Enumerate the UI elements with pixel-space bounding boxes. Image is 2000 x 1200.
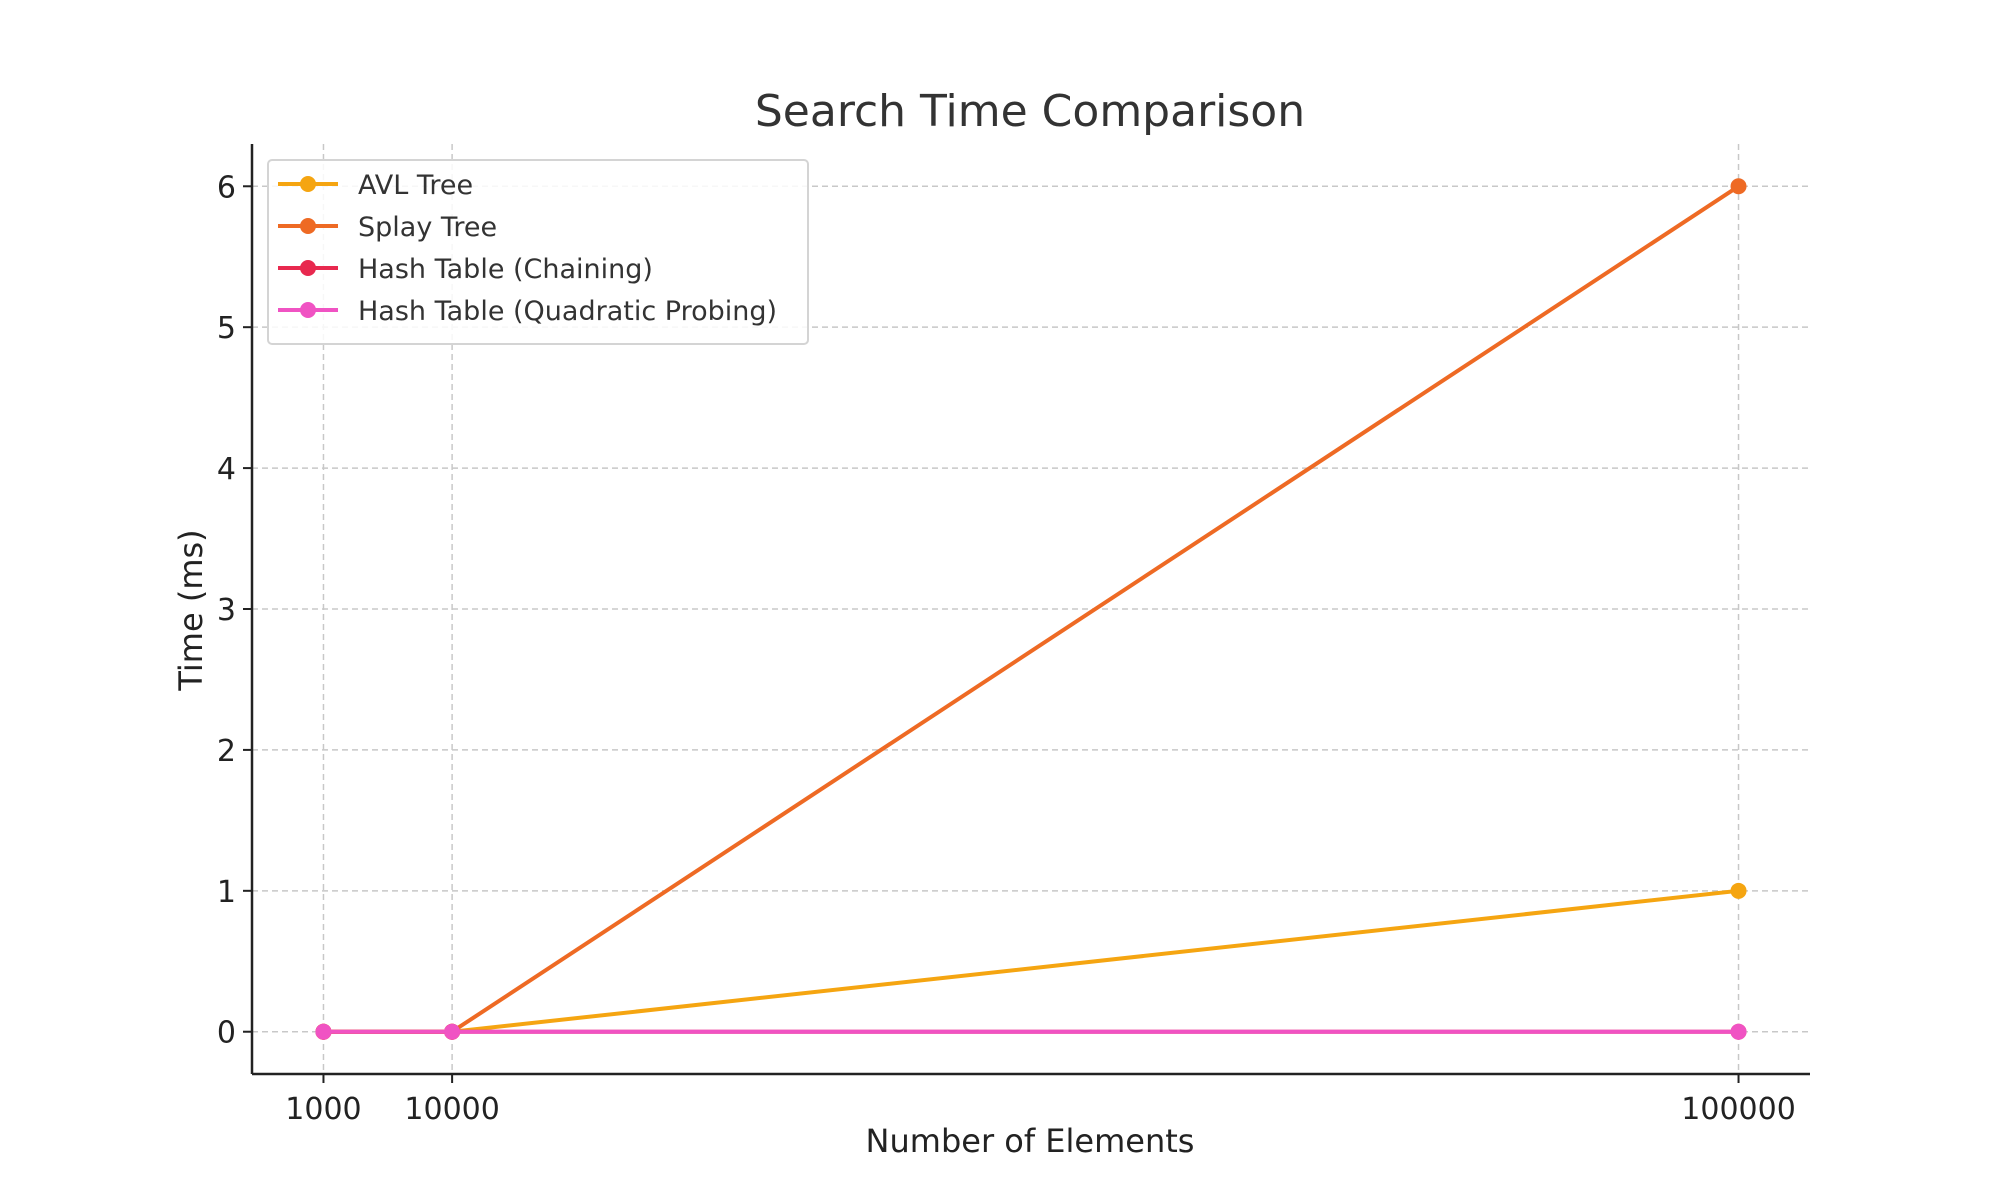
y-tick-label-2: 2 bbox=[217, 734, 236, 769]
legend-entry-1: Splay Tree bbox=[358, 212, 497, 243]
y-tick-label-5: 5 bbox=[217, 311, 236, 346]
series-1-point-2 bbox=[1730, 178, 1747, 195]
tick-labels: 0 1 2 3 4 5 6 1000 10000 100000 bbox=[217, 170, 1796, 1127]
y-tick-label-1: 1 bbox=[217, 875, 236, 910]
legend-swatch-marker-1 bbox=[300, 218, 316, 234]
x-axis-title: Number of Elements bbox=[866, 1122, 1195, 1160]
legend-swatch-marker-3 bbox=[300, 302, 316, 318]
legend-entry-3: Hash Table (Quadratic Probing) bbox=[358, 296, 777, 327]
series-lines bbox=[315, 178, 1747, 1040]
y-tick-label-3: 3 bbox=[217, 593, 236, 628]
series-0-point-2 bbox=[1730, 882, 1747, 899]
legend-entry-0: AVL Tree bbox=[358, 170, 473, 201]
x-tick-label-2: 100000 bbox=[1681, 1092, 1796, 1127]
series-3-point-1 bbox=[444, 1023, 461, 1040]
legend-swatch-marker-2 bbox=[300, 260, 316, 276]
legend-box bbox=[267, 159, 809, 345]
y-tick-label-4: 4 bbox=[217, 452, 236, 487]
legend-swatch-marker-0 bbox=[300, 176, 316, 192]
y-tick-label-6: 6 bbox=[217, 170, 236, 205]
legend-entry-2: Hash Table (Chaining) bbox=[358, 254, 653, 285]
chart-title: Search Time Comparison bbox=[755, 86, 1305, 137]
y-axis-title: Time (ms) bbox=[172, 529, 210, 691]
series-3-point-2 bbox=[1730, 1023, 1747, 1040]
series-3-point-0 bbox=[315, 1023, 332, 1040]
x-tick-label-1: 10000 bbox=[404, 1092, 499, 1127]
x-tick-label-0: 1000 bbox=[285, 1092, 361, 1127]
legend: AVL Tree Splay Tree Hash Table (Chaining) H… bbox=[267, 159, 809, 345]
y-tick-label-0: 0 bbox=[217, 1016, 236, 1051]
